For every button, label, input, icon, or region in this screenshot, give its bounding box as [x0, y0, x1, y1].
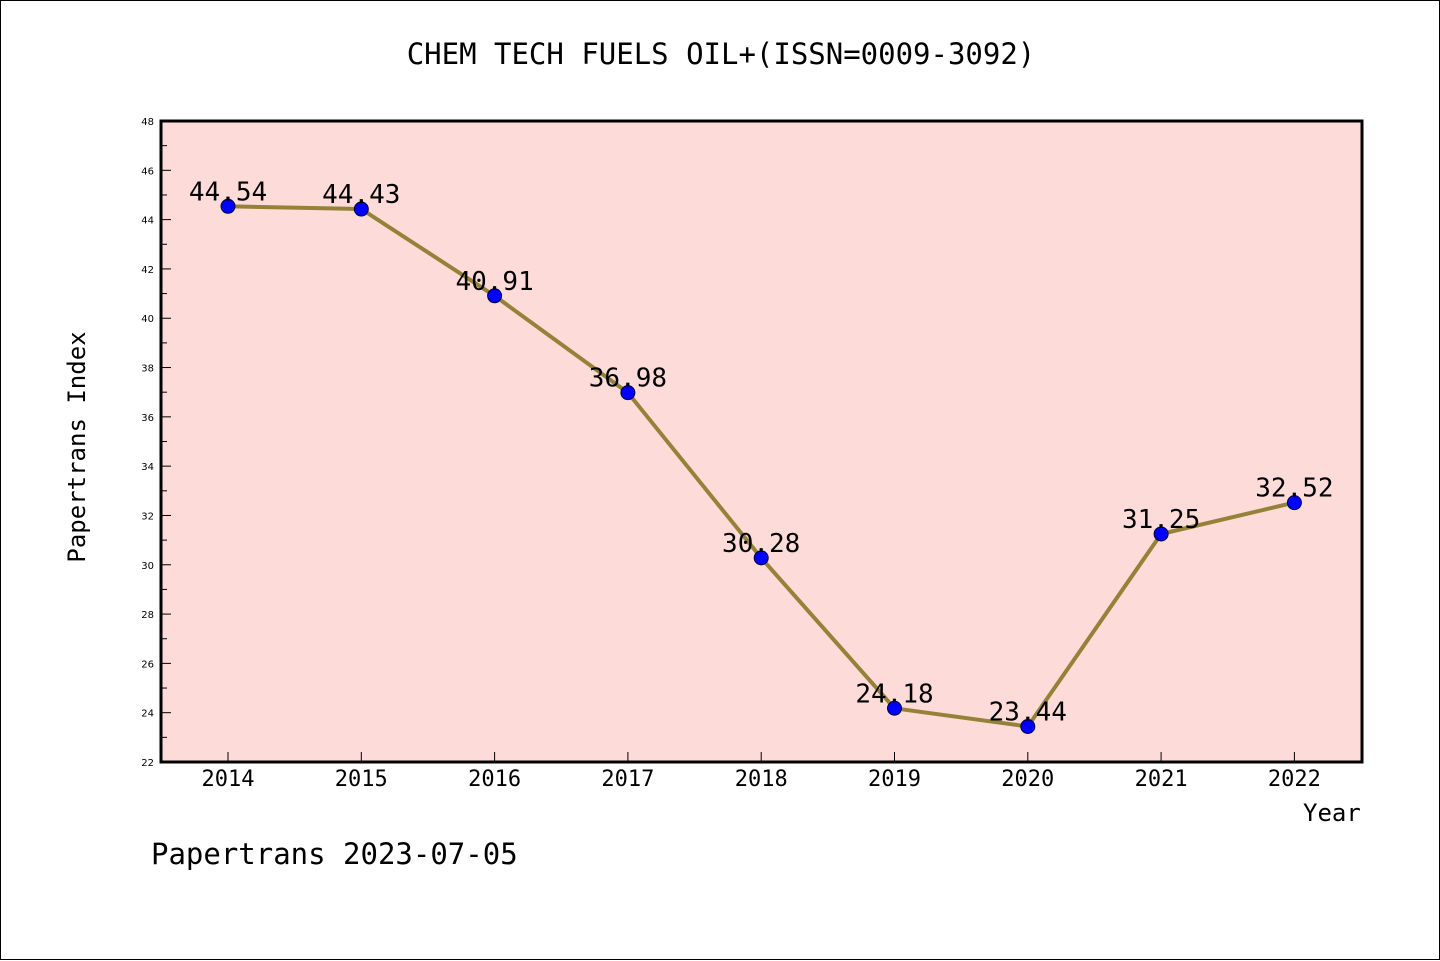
x-tick-label: 2022: [1268, 767, 1321, 792]
data-point: [620, 385, 636, 401]
x-axis-label: Year: [1303, 799, 1361, 827]
data-label: 40.91: [455, 267, 533, 297]
data-point: [220, 198, 236, 214]
data-point: [753, 550, 769, 566]
y-tick-label: 24: [141, 709, 154, 720]
x-tick-label: 2021: [1135, 767, 1188, 792]
y-tick-label: 46: [141, 166, 154, 177]
data-label: 24.18: [855, 679, 933, 709]
y-tick-label: 48: [141, 117, 154, 128]
data-label: 23.44: [989, 697, 1067, 727]
x-tick-label: 2019: [868, 767, 921, 792]
data-point: [1020, 718, 1036, 734]
y-tick-label: 22: [141, 758, 154, 769]
data-point: [353, 201, 369, 217]
x-tick-label: 2018: [735, 767, 788, 792]
data-label: 32.52: [1255, 474, 1333, 504]
y-tick-label: 26: [141, 659, 154, 670]
y-tick-label: 32: [141, 511, 154, 522]
y-tick-label: 36: [141, 413, 154, 424]
data-point: [1286, 495, 1302, 511]
x-tick-label: 2020: [1001, 767, 1054, 792]
y-tick-label: 44: [141, 216, 154, 227]
data-label: 44.54: [189, 177, 267, 207]
data-label: 30.28: [722, 529, 800, 559]
x-tick-label: 2014: [202, 767, 255, 792]
x-tick-label: 2015: [335, 767, 388, 792]
footer-note: Papertrans 2023-07-05: [151, 837, 518, 871]
y-tick-label: 30: [141, 561, 154, 572]
x-tick-label: 2017: [601, 767, 654, 792]
y-tick-label: 34: [141, 462, 154, 473]
data-label: 36.98: [589, 364, 667, 394]
data-point: [487, 288, 503, 304]
data-label: 31.25: [1122, 505, 1200, 535]
plot-frame: [159, 119, 1364, 764]
plot-area: [161, 121, 1362, 762]
y-tick-label: 42: [141, 265, 154, 276]
y-tick-label: 38: [141, 364, 154, 375]
data-label: 44.43: [322, 180, 400, 210]
y-tick-label: 40: [141, 314, 154, 325]
chart-title: CHEM TECH FUELS OIL+(ISSN=0009-3092): [406, 37, 1036, 71]
data-point: [887, 700, 902, 716]
data-point: [1153, 526, 1169, 542]
y-tick-label: 28: [141, 610, 154, 621]
x-tick-label: 2016: [468, 767, 521, 792]
